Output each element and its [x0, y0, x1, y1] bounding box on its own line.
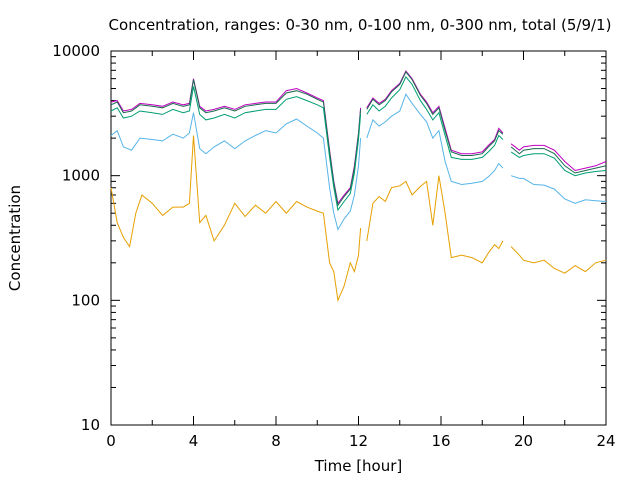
axis-ticks: 0 4 8 12 16 20 24 10 100 1000 10000: [52, 42, 615, 450]
y-tick-label: 10: [81, 416, 100, 434]
x-tick-label: 4: [189, 432, 199, 450]
series-line-3: [110, 75, 607, 212]
series-line-2: [110, 70, 607, 207]
x-tick-label: 12: [349, 432, 368, 450]
plot-area-frame: [110, 50, 607, 426]
x-tick-label: 24: [596, 432, 615, 450]
series-group: [110, 70, 607, 303]
y-tick-label: 100: [71, 291, 100, 309]
x-tick-label: 8: [271, 432, 281, 450]
y-tick-label: 1000: [62, 167, 100, 185]
y-tick-label: 10000: [52, 42, 100, 60]
x-tick-label: 0: [106, 432, 116, 450]
y-axis-label: Concentration: [6, 185, 24, 291]
x-tick-label: 20: [514, 432, 533, 450]
x-axis-label: Time [hour]: [314, 457, 403, 475]
x-tick-label: 16: [431, 432, 450, 450]
chart-title: Concentration, ranges: 0-30 nm, 0-100 nm…: [109, 16, 612, 34]
series-line-5: [110, 135, 607, 303]
series-line-4: [110, 93, 607, 231]
